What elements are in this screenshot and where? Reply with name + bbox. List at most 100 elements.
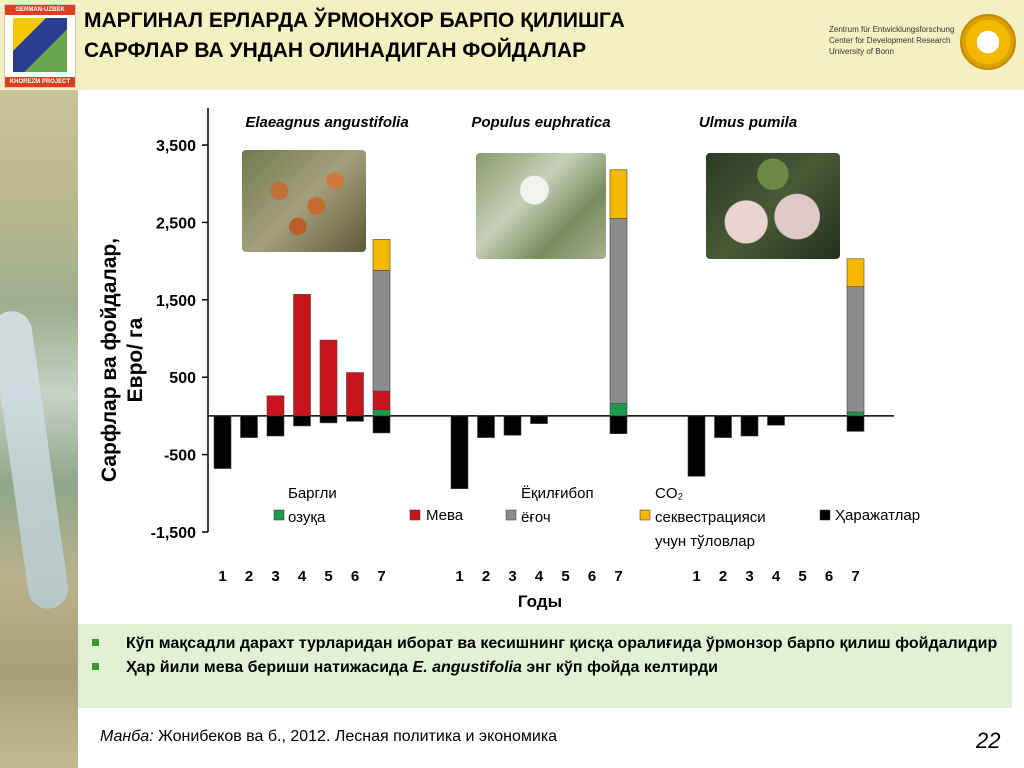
- bullet-item-1: Кўп мақсадли дарахт турларидан иборат ва…: [92, 632, 1012, 656]
- x-year-label: 5: [324, 568, 332, 585]
- x-year-label: 1: [455, 568, 463, 585]
- source-text: Жонибеков ва б., 2012. Лесная политика и…: [153, 728, 558, 745]
- x-year-label: 2: [482, 568, 490, 585]
- bar-fuelwood: [372, 270, 391, 392]
- bar-costs: [714, 415, 732, 438]
- bullet-text-2-pre: Ҳар йили мева бериши натижасида: [126, 659, 413, 676]
- y-axis-title: Сарфлар ва фойдалар, Евро/ га: [98, 238, 147, 482]
- bar-costs: [213, 415, 232, 469]
- x-year-label: 6: [588, 568, 596, 585]
- legend-swatch-costs: [819, 509, 831, 521]
- legend-label-fuelwood: ёғоч: [521, 509, 551, 526]
- y-tick-label: 1,500: [156, 293, 196, 310]
- y-tick-label: -1,500: [151, 525, 196, 542]
- species-label: Elaeagnus angustifolia: [245, 114, 408, 131]
- bullet-text-1: Кўп мақсадли дарахт турларидан иборат ва…: [126, 635, 998, 652]
- bullet-item-2: Ҳар йили мева бериши натижасида E. angus…: [92, 656, 1012, 680]
- x-year-label: 5: [798, 568, 806, 585]
- legend-swatch-fuelwood: [505, 509, 517, 521]
- y-tick-label: 2,500: [156, 215, 196, 232]
- bullet-square-icon: [92, 639, 99, 646]
- bar-costs: [846, 415, 865, 432]
- legend-label-leaves: Баргли: [288, 485, 337, 502]
- x-year-label: 2: [245, 568, 253, 585]
- bar-co2: [609, 169, 628, 219]
- bar-fruit: [346, 372, 364, 417]
- source-label: Манба:: [100, 728, 154, 745]
- background-landscape-strip: [0, 90, 78, 768]
- x-year-label: 4: [298, 568, 307, 585]
- bar-leaves: [609, 403, 628, 417]
- zef-institution-text: Zentrum für Entwicklungsforschung Center…: [829, 24, 954, 57]
- bar-costs: [740, 415, 759, 437]
- source-citation: Манба: Жонибеков ва б., 2012. Лесная пол…: [100, 728, 557, 746]
- legend-label-leaves: озуқа: [288, 509, 326, 526]
- conclusions-box: Кўп мақсадли дарахт турларидан иборат ва…: [78, 624, 1012, 708]
- y-tick-label: -500: [164, 448, 196, 465]
- y-tick-label: 3,500: [156, 138, 196, 155]
- slide-title: МАРГИНАЛ ЕРЛАРДА ЎРМОНХОР БАРПО ҚИЛИШГА …: [84, 6, 784, 66]
- x-year-label: 5: [561, 568, 569, 585]
- legend-label-fuelwood: Ёқилғибоп: [521, 485, 594, 502]
- bar-fruit: [266, 395, 285, 417]
- x-year-label: 4: [772, 568, 781, 585]
- bar-co2: [846, 258, 865, 287]
- legend-label-co2: учун тўловлар: [655, 533, 755, 550]
- legend-label-fruit: Мева: [426, 507, 464, 524]
- title-line-1: МАРГИНАЛ ЕРЛАРДА ЎРМОНХОР БАРПО ҚИЛИШГА: [84, 9, 625, 32]
- bar-costs: [346, 415, 364, 422]
- bullet-text-2-post: энг кўп фойда келтирди: [521, 659, 718, 676]
- bar-costs: [319, 415, 338, 424]
- bar-costs: [266, 415, 285, 437]
- bar-fruit: [293, 294, 311, 417]
- legend-label-co2: CO₂: [655, 485, 684, 502]
- x-year-label: 4: [535, 568, 544, 585]
- logo-left-emblem: [13, 18, 67, 72]
- legend-swatch-co2: [639, 509, 651, 521]
- x-year-label: 1: [218, 568, 226, 585]
- logo-left-top-text: GERMAN-UZBEK: [5, 5, 75, 15]
- bar-costs: [687, 415, 706, 477]
- bar-fruit: [319, 339, 338, 417]
- x-year-label: 3: [508, 568, 516, 585]
- legend-swatch-fruit: [409, 509, 421, 521]
- bar-costs: [293, 415, 311, 427]
- zef-line-1: Zentrum für Entwicklungsforschung: [829, 25, 955, 34]
- bar-costs: [477, 415, 495, 438]
- legend-label-co2: секвестрацияси: [655, 509, 766, 526]
- bar-costs: [503, 415, 522, 436]
- species-label: Populus euphratica: [471, 114, 610, 131]
- x-axis-title: Годы: [518, 592, 562, 610]
- page-number: 22: [976, 728, 1001, 753]
- species-label: Ulmus pumila: [699, 114, 797, 131]
- bar-costs: [372, 415, 391, 434]
- bullet-square-icon: [92, 663, 99, 670]
- bar-costs: [609, 415, 628, 435]
- bar-fuelwood: [846, 286, 865, 413]
- bar-costs: [240, 415, 258, 438]
- bar-costs: [767, 415, 785, 426]
- bar-leaves: [372, 409, 391, 417]
- x-year-label: 7: [614, 568, 622, 585]
- bar-co2: [372, 239, 391, 271]
- y-tick-label: 500: [169, 370, 196, 387]
- bar-leaves: [846, 411, 865, 417]
- x-year-label: 6: [351, 568, 359, 585]
- populus-photo: [476, 153, 606, 259]
- bar-costs: [450, 415, 469, 489]
- bar-fruit: [372, 390, 391, 411]
- bar-fuelwood: [609, 218, 628, 404]
- bar-costs: [530, 415, 548, 424]
- slide-header: GERMAN-UZBEK KHOREZM PROJECT МАРГИНАЛ ЕР…: [0, 0, 1024, 90]
- x-year-label: 1: [692, 568, 700, 585]
- german-uzbek-logo: GERMAN-UZBEK KHOREZM PROJECT: [4, 4, 76, 88]
- river-image: [0, 308, 71, 612]
- zef-logo-icon: [960, 14, 1016, 70]
- ulmus-photo: [706, 153, 840, 259]
- x-year-label: 3: [271, 568, 279, 585]
- title-line-2: САРФЛАР ВА УНДАН ОЛИНАДИГАН ФОЙДАЛАР: [84, 39, 587, 62]
- x-year-label: 3: [745, 568, 753, 585]
- zef-line-2: Center for Development Research: [829, 36, 951, 45]
- legend-label-costs: Ҳаражатлар: [835, 507, 920, 524]
- x-year-label: 7: [377, 568, 385, 585]
